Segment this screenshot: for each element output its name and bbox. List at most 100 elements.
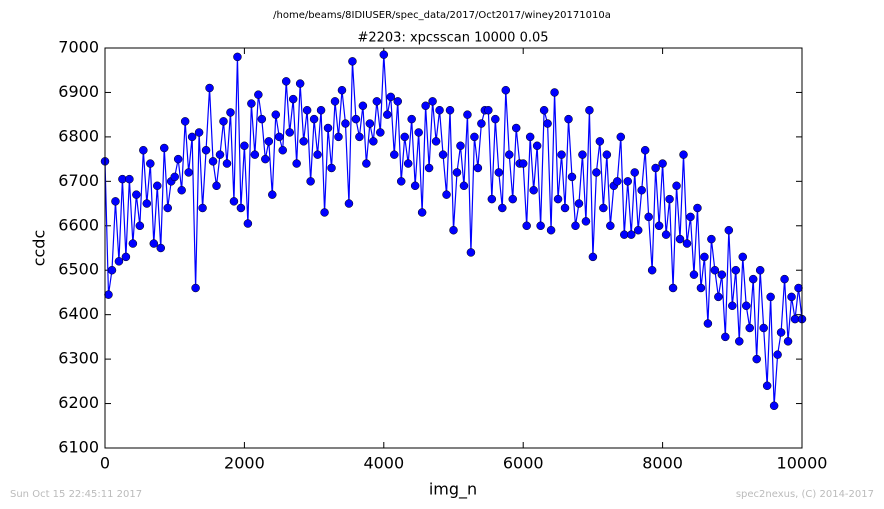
data-point <box>644 212 653 222</box>
data-point <box>613 177 622 186</box>
data-point <box>306 177 315 186</box>
data-point <box>121 252 131 262</box>
data-point <box>491 114 500 124</box>
data-point <box>135 221 145 231</box>
data-point <box>313 150 322 159</box>
data-point <box>633 225 643 235</box>
data-point <box>536 221 545 231</box>
data-point <box>337 85 347 95</box>
data-point <box>679 150 688 159</box>
data-point <box>731 265 741 275</box>
data-point <box>393 97 402 106</box>
data-point <box>288 94 298 104</box>
data-point <box>226 108 235 117</box>
data-point <box>626 230 636 239</box>
data-point <box>292 159 301 168</box>
y-tick-label: 6300 <box>58 349 99 368</box>
data-point <box>640 145 650 155</box>
data-point <box>665 194 674 204</box>
data-point <box>501 85 511 95</box>
data-point <box>173 154 183 164</box>
data-point <box>463 110 472 119</box>
data-point <box>651 163 660 173</box>
data-point <box>794 283 803 293</box>
chart-title: #2203: xpcsscan 10000 0.05 <box>357 31 548 46</box>
data-point <box>647 265 657 275</box>
data-point <box>403 159 413 168</box>
data-point <box>233 52 242 62</box>
data-point <box>689 270 699 279</box>
data-point <box>299 137 308 146</box>
data-point <box>128 239 138 248</box>
data-point <box>487 194 497 204</box>
data-point <box>107 265 117 275</box>
data-point <box>334 132 343 142</box>
data-point <box>295 79 305 88</box>
data-point <box>323 123 333 133</box>
data-point <box>759 323 768 333</box>
data-point <box>390 150 399 159</box>
data-point <box>320 208 329 217</box>
data-point <box>198 203 207 213</box>
y-tick-label: 6200 <box>58 393 99 412</box>
data-point <box>396 177 406 186</box>
data-point <box>560 203 570 213</box>
data-point <box>330 97 340 106</box>
data-point <box>177 185 186 195</box>
data-point <box>721 332 730 342</box>
y-tick-label: 6900 <box>58 82 99 101</box>
data-point <box>511 123 521 133</box>
data-point <box>125 174 134 184</box>
data-point <box>421 101 430 111</box>
data-point <box>275 132 284 142</box>
data-point <box>452 168 462 177</box>
data-point <box>153 181 162 191</box>
data-point <box>236 203 246 213</box>
data-point <box>372 97 382 106</box>
data-point <box>546 225 556 235</box>
x-tick-label: 2000 <box>224 454 265 473</box>
data-point <box>386 92 396 102</box>
data-point <box>285 128 294 137</box>
data-point <box>250 150 260 159</box>
data-point <box>358 101 368 111</box>
data-point <box>431 137 441 146</box>
footer-right: spec2nexus, (C) 2014-2017 <box>736 489 874 500</box>
x-axis-label: img_n <box>429 480 477 500</box>
data-point <box>229 197 239 206</box>
data-point <box>466 248 476 257</box>
data-point <box>459 181 469 191</box>
x-tick-label: 0 <box>100 454 110 473</box>
data-point <box>738 252 748 262</box>
data-point <box>243 219 253 228</box>
data-point <box>327 163 336 173</box>
data-point <box>735 337 744 346</box>
data-point <box>146 159 155 168</box>
data-point <box>682 239 692 248</box>
data-point <box>571 221 580 231</box>
data-point <box>574 199 584 208</box>
data-point <box>518 159 528 168</box>
data-point <box>494 168 504 177</box>
data-point <box>428 97 437 106</box>
data-point <box>477 119 486 128</box>
data-point <box>553 194 563 204</box>
y-axis-label: ccdc <box>30 230 49 267</box>
data-point <box>170 172 179 182</box>
data-point <box>714 292 723 302</box>
suptitle: /home/beams/8IDIUSER/spec_data/2017/Oct2… <box>273 10 611 21</box>
data-point <box>484 105 493 115</box>
data-point <box>449 225 458 235</box>
data-point <box>654 221 664 231</box>
data-point <box>278 145 287 155</box>
y-tick-label: 6700 <box>58 171 99 190</box>
data-point <box>442 190 451 199</box>
data-point <box>773 350 782 359</box>
data-point <box>201 145 211 155</box>
y-tick-label: 6400 <box>58 304 99 323</box>
data-point <box>505 150 514 159</box>
data-point <box>316 105 326 115</box>
data-point <box>745 323 754 333</box>
data-point <box>257 114 267 124</box>
